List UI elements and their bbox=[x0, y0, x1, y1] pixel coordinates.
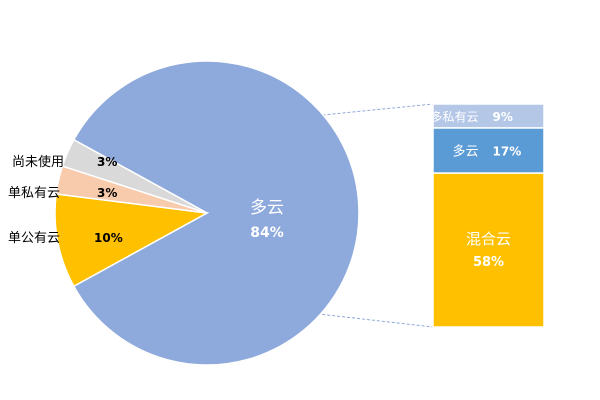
bar-label-value: 58% bbox=[473, 255, 504, 270]
pie-label-value: 3% bbox=[97, 155, 117, 169]
pie-label-value: 84% bbox=[250, 225, 284, 241]
pie-label-value: 3% bbox=[97, 186, 117, 200]
bar-segment bbox=[432, 172, 545, 328]
bar-label-category: 混合云 bbox=[466, 230, 511, 248]
bar-label-category: 多私有云 bbox=[430, 110, 478, 124]
pie-slice bbox=[61, 138, 208, 214]
pie-label-value: 10% bbox=[94, 231, 123, 245]
pie-label-category: 单公有云 bbox=[8, 231, 60, 246]
bar-label-category: 多云 bbox=[452, 143, 478, 159]
pie-label-category: 多云 bbox=[250, 198, 284, 218]
bar-label-value: 17% bbox=[493, 144, 522, 158]
stacked-bar bbox=[432, 103, 545, 328]
bar-label-value: 9% bbox=[493, 110, 513, 124]
pie-label-category: 单私有云 bbox=[8, 186, 60, 201]
pie-label-category: 尚未使用 bbox=[12, 154, 64, 170]
pie-chart bbox=[54, 60, 360, 366]
bar-segment bbox=[432, 103, 545, 129]
data-labels: 多云 84% 单公有云 10% 单私有云 3% 尚未使用 3% 混合云 58% 多云 17% 多私有云 9… bbox=[8, 110, 521, 270]
pie-slice bbox=[54, 193, 210, 288]
bar-segment bbox=[432, 127, 545, 174]
pie-slice bbox=[72, 60, 360, 366]
